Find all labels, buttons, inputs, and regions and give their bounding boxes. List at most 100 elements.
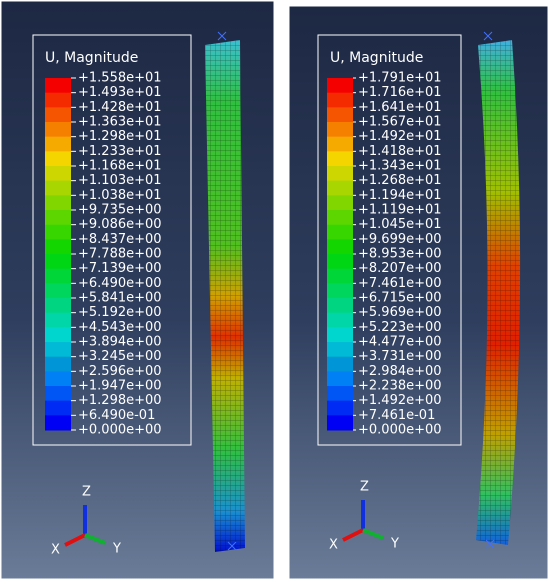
axis-x — [342, 528, 364, 542]
legend-swatch — [45, 224, 71, 240]
legend-label: +5.223e+00 — [358, 320, 442, 335]
legend-label: +1.567e+01 — [358, 115, 442, 130]
legend-swatch — [327, 312, 353, 328]
legend-label: +1.194e+01 — [358, 188, 442, 203]
axis-y — [362, 528, 384, 540]
legend-label: +1.298e+00 — [78, 393, 162, 408]
legend-label: +6.715e+00 — [358, 291, 442, 306]
triad-z: Z — [82, 485, 91, 500]
legend-swatch — [327, 210, 353, 226]
triad-y: Y — [390, 537, 399, 552]
legend-label: +3.731e+00 — [358, 349, 442, 364]
legend-swatch — [327, 386, 353, 402]
legend-label: +1.493e+01 — [78, 85, 162, 100]
legend-swatch — [45, 327, 71, 343]
legend-swatch — [45, 210, 71, 226]
legend-label: +0.000e+00 — [78, 423, 162, 438]
legend-label: +1.363e+01 — [78, 115, 162, 130]
legend-swatch — [327, 371, 353, 387]
legend-label: +9.699e+00 — [358, 232, 442, 247]
legend-label: +4.477e+00 — [358, 335, 442, 350]
legend-swatch — [45, 254, 71, 270]
legend-swatch — [45, 122, 71, 138]
legend-swatch — [45, 78, 71, 94]
legend-label: +1.103e+01 — [78, 173, 162, 188]
legend-swatch — [327, 298, 353, 314]
legend-label: +7.788e+00 — [78, 247, 162, 262]
beam-left — [205, 31, 245, 552]
legend-label: +1.045e+01 — [358, 217, 442, 232]
legend-label: +1.791e+01 — [358, 71, 442, 86]
legend-label: +1.428e+01 — [78, 100, 162, 115]
legend-swatch — [327, 268, 353, 284]
legend-label: +1.298e+01 — [78, 129, 162, 144]
legend-label: +1.233e+01 — [78, 144, 162, 159]
legend-swatch — [45, 107, 71, 123]
legend-swatch — [45, 415, 71, 431]
triad-z: Z — [360, 480, 369, 495]
legend-swatch — [45, 195, 71, 211]
legend-title: U, Magnitude — [45, 50, 138, 66]
legend-swatch — [327, 415, 353, 431]
legend-label: +1.418e+01 — [358, 144, 442, 159]
legend-swatch — [327, 166, 353, 182]
legend-label: +1.343e+01 — [358, 159, 442, 174]
legend-label: +4.543e+00 — [78, 320, 162, 335]
legend-label: +1.492e+00 — [358, 393, 442, 408]
legend-label: +3.894e+00 — [78, 335, 162, 350]
legend-box — [317, 34, 462, 446]
legend-label: +0.000e+00 — [358, 423, 442, 438]
legend-label: +1.492e+01 — [358, 129, 442, 144]
legend-label: +1.119e+01 — [358, 203, 442, 218]
legend-swatch — [327, 92, 353, 108]
beam-right — [476, 31, 521, 549]
legend-swatch — [327, 151, 353, 167]
legend-swatch — [45, 283, 71, 299]
legend-label: +8.207e+00 — [358, 261, 442, 276]
legend-label: +6.490e-01 — [78, 408, 155, 423]
legend-swatch — [45, 342, 71, 358]
legend-swatch — [327, 400, 353, 416]
legend-label: +8.437e+00 — [78, 232, 162, 247]
legend-swatch — [45, 268, 71, 284]
triad-y: Y — [112, 542, 121, 557]
legend-label: +5.192e+00 — [78, 305, 162, 320]
legend-swatch — [45, 166, 71, 182]
legend-swatch — [45, 136, 71, 152]
legend-label: +2.596e+00 — [78, 364, 162, 379]
legend-label: +1.641e+01 — [358, 100, 442, 115]
legend-label: +1.558e+01 — [78, 71, 162, 86]
legend-label: +7.461e-01 — [358, 408, 435, 423]
legend-swatch — [45, 151, 71, 167]
legend-swatch — [45, 356, 71, 372]
legend-swatch — [327, 254, 353, 270]
legend-label: +1.168e+01 — [78, 159, 162, 174]
legend-label: +2.238e+00 — [358, 379, 442, 394]
legend-label: +3.245e+00 — [78, 349, 162, 364]
legend-label: +6.490e+00 — [78, 276, 162, 291]
legend-label: +5.841e+00 — [78, 291, 162, 306]
legend-label: +1.716e+01 — [358, 85, 442, 100]
legend-swatch — [45, 400, 71, 416]
axis-y — [84, 533, 106, 545]
legend-swatch — [327, 356, 353, 372]
legend-label: +9.735e+00 — [78, 203, 162, 218]
legend-swatch — [327, 107, 353, 123]
legend-swatch — [45, 180, 71, 196]
legend-swatch — [45, 298, 71, 314]
legend-swatch — [45, 312, 71, 328]
legend-swatch — [327, 78, 353, 94]
legend-title: U, Magnitude — [330, 50, 423, 66]
legend-swatch — [327, 283, 353, 299]
legend-label: +7.139e+00 — [78, 261, 162, 276]
legend-swatch — [45, 239, 71, 255]
legend-label: +1.038e+01 — [78, 188, 162, 203]
legend-swatch — [327, 342, 353, 358]
legend-swatch — [327, 224, 353, 240]
legend-swatch — [45, 371, 71, 387]
legend-label: +5.969e+00 — [358, 305, 442, 320]
legend-swatch — [45, 92, 71, 108]
legend-swatch — [45, 386, 71, 402]
